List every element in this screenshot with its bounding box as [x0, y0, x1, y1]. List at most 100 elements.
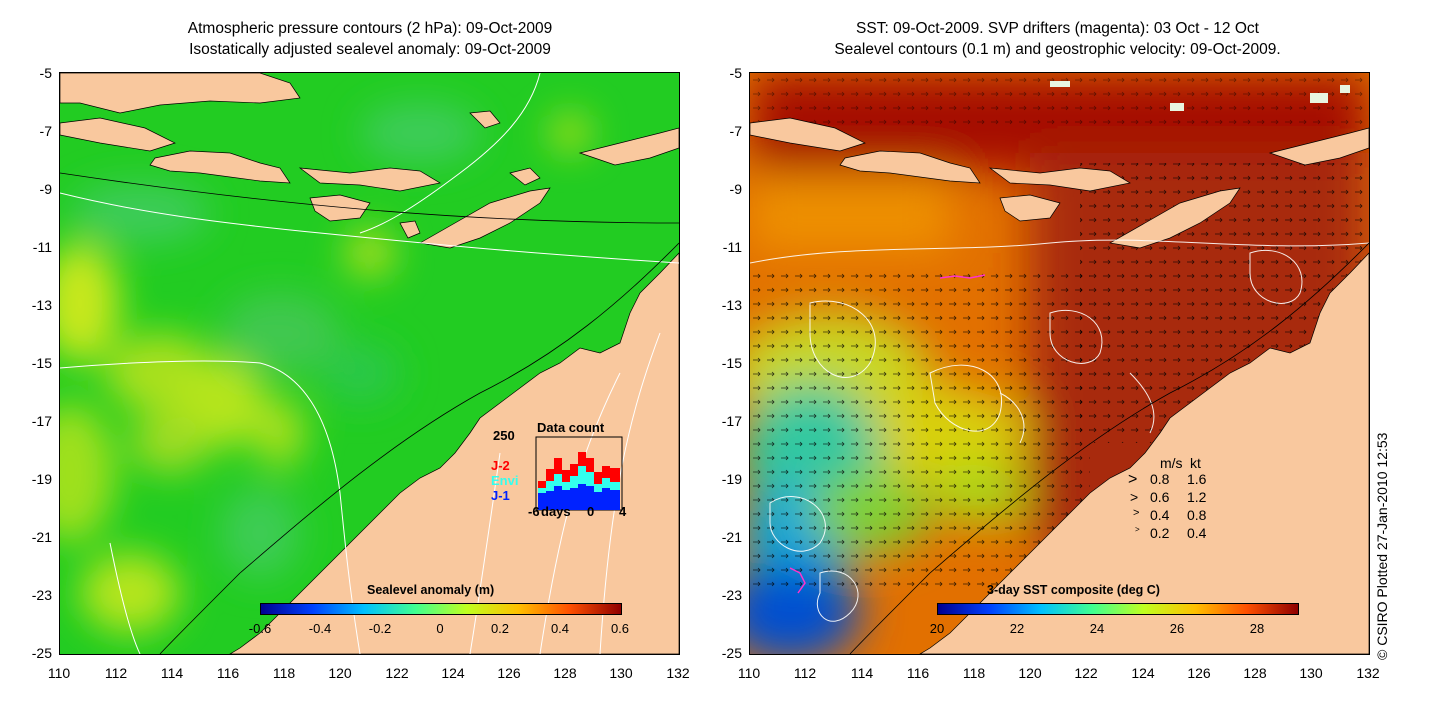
velocity-key: m/s kt > 0.8 1.6 > 0.6 1.2 > 0.4 0.8 > 0… [1125, 455, 1235, 545]
depth-contour [60, 172, 679, 654]
velocity-key-kt-1: 1.2 [1187, 489, 1207, 505]
sst-colorbar-title: 3-day SST composite (deg C) [987, 583, 1160, 597]
sla-cb-tick-1: -0.4 [308, 621, 332, 636]
legend-envi: Envi [491, 473, 519, 488]
right-xtick: 124 [1131, 665, 1155, 681]
data-count-max-label: 250 [493, 428, 515, 443]
left-ytick: -11 [32, 239, 52, 255]
sst-map[interactable]: m/s kt > 0.8 1.6 > 0.6 1.2 > 0.4 0.8 > 0… [749, 72, 1370, 655]
sst-cb-tick-3: 26 [1169, 621, 1185, 636]
left-xtick: 126 [497, 665, 521, 681]
velocity-key-kt-2: 0.8 [1187, 507, 1207, 523]
left-xtick: 114 [160, 665, 184, 681]
sst-cb-tick-2: 24 [1089, 621, 1105, 636]
sla-cb-tick-2: -0.2 [368, 621, 392, 636]
sst-landmasses [750, 117, 1369, 654]
left-ytick: -5 [39, 65, 52, 81]
sst-cb-tick-4: 28 [1249, 621, 1265, 636]
svp-drifter-tracks [789, 274, 986, 594]
right-ytick: -17 [721, 413, 742, 429]
left-xtick: 116 [216, 665, 240, 681]
left-ytick: -15 [31, 355, 52, 371]
right-xtick: 130 [1299, 665, 1323, 681]
left-xtick: 122 [385, 665, 409, 681]
velocity-key-arrow-2: > [1133, 507, 1140, 519]
left-xtick: 130 [609, 665, 633, 681]
right-xtick: 114 [850, 665, 874, 681]
right-ytick: -9 [729, 181, 742, 197]
velocity-key-header-kt: kt [1190, 455, 1201, 471]
data-count-title: Data count [537, 420, 605, 435]
right-title: SST: 09-Oct-2009. SVP drifters (magenta)… [745, 18, 1370, 60]
histogram-bars [538, 452, 620, 510]
cloud-speckles [1050, 81, 1350, 111]
right-title-line1: SST: 09-Oct-2009. SVP drifters (magenta)… [856, 20, 1259, 37]
right-xtick: 132 [1356, 665, 1380, 681]
left-xtick: 128 [553, 665, 577, 681]
right-xtick: 126 [1187, 665, 1211, 681]
right-ytick: -13 [721, 297, 742, 313]
sla-cb-tick-6: 0.6 [610, 621, 630, 636]
left-ytick: -9 [39, 181, 52, 197]
sst-map-svg [750, 73, 1369, 654]
velocity-key-arrow-0: > [1128, 471, 1138, 488]
hist-xtick-minus6: -6 [528, 504, 540, 519]
sealevel-anomaly-map[interactable]: Data count 250 J-2 Envi J-1 -6 days 0 4 [59, 72, 680, 655]
left-title-line2: Isostatically adjusted sealevel anomaly:… [189, 41, 551, 58]
copyright-notice: © CSIRO Plotted 27-Jan-2010 12:53 [1374, 432, 1390, 660]
sla-cb-tick-5: 0.4 [550, 621, 570, 636]
velocity-key-header-ms: m/s [1160, 455, 1183, 471]
velocity-key-ms-0: 0.8 [1150, 471, 1170, 487]
sla-anomaly-patches [60, 103, 590, 633]
data-count-inset: Data count 250 J-2 Envi J-1 -6 days 0 4 [485, 418, 635, 519]
left-ytick: -21 [31, 529, 52, 545]
velocity-arrows-sw [750, 273, 1090, 593]
right-xtick: 110 [737, 665, 761, 681]
left-xtick: 124 [441, 665, 465, 681]
sla-cb-tick-3: 0 [436, 621, 444, 636]
right-xtick: 128 [1243, 665, 1267, 681]
sla-cb-tick-4: 0.2 [490, 621, 510, 636]
left-xtick: 110 [47, 665, 71, 681]
left-ytick: -25 [31, 645, 52, 661]
velocity-key-kt-0: 1.6 [1187, 471, 1207, 487]
velocity-key-arrow-3: > [1135, 525, 1140, 534]
right-ytick: -19 [721, 471, 742, 487]
right-ytick: -15 [721, 355, 742, 371]
right-xtick: 118 [962, 665, 986, 681]
left-ytick: -19 [31, 471, 52, 487]
velocity-key-kt-3: 0.4 [1187, 525, 1207, 541]
hist-xtick-days: days [541, 504, 571, 519]
sst-cb-tick-1: 22 [1009, 621, 1025, 636]
sla-colorbar-title: Sealevel anomaly (m) [367, 583, 495, 597]
left-ytick: -23 [31, 587, 52, 603]
right-title-line2: Sealevel contours (0.1 m) and geostrophi… [834, 41, 1281, 58]
right-ytick: -23 [721, 587, 742, 603]
sst-cb-tick-0: 20 [929, 621, 945, 636]
left-title: Atmospheric pressure contours (2 hPa): 0… [60, 18, 680, 60]
right-ytick: -7 [729, 123, 742, 139]
left-ytick: -7 [39, 123, 52, 139]
right-xtick: 122 [1074, 665, 1098, 681]
hist-xtick-4: 4 [619, 504, 627, 519]
hist-xtick-0: 0 [587, 504, 595, 519]
sst-depth-contour [849, 242, 1369, 654]
left-xtick: 120 [328, 665, 352, 681]
sla-colorbar [260, 603, 622, 615]
left-xtick: 132 [666, 665, 690, 681]
right-ytick: -5 [729, 65, 742, 81]
sealevel-anomaly-map-svg [60, 73, 679, 654]
left-title-line1: Atmospheric pressure contours (2 hPa): 0… [187, 20, 553, 37]
right-ytick: -21 [721, 529, 742, 545]
left-xtick: 118 [272, 665, 296, 681]
sla-cb-tick-0: -0.6 [248, 621, 272, 636]
velocity-key-ms-3: 0.2 [1150, 525, 1170, 541]
right-ytick: -25 [721, 645, 742, 661]
velocity-key-arrow-1: > [1130, 489, 1139, 505]
data-count-histogram [535, 436, 623, 511]
legend-j1: J-1 [491, 488, 510, 503]
velocity-key-ms-1: 0.6 [1150, 489, 1170, 505]
sealevel-contours [750, 239, 1369, 622]
left-xtick: 112 [104, 665, 128, 681]
velocity-key-ms-2: 0.4 [1150, 507, 1170, 523]
